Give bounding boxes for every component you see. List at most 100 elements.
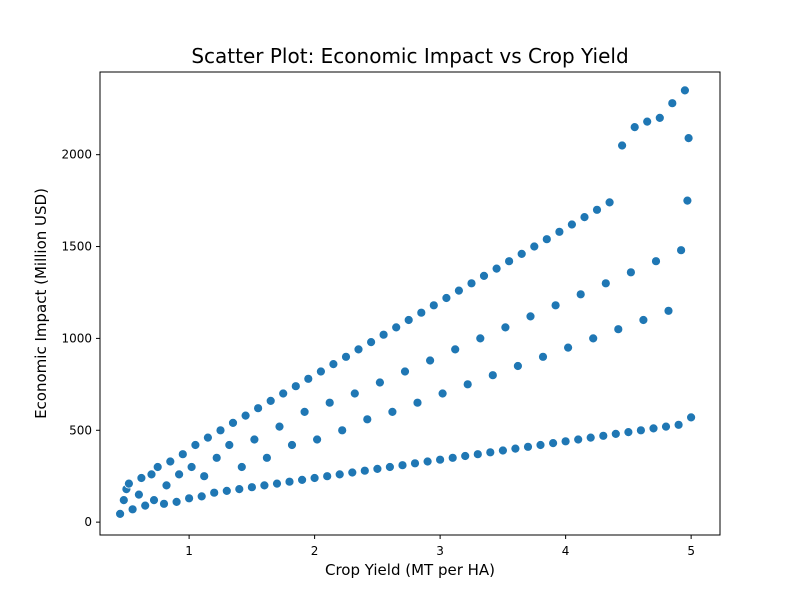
scatter-point: [349, 388, 360, 399]
scatter-point: [234, 484, 245, 495]
scatter-point: [651, 256, 661, 267]
scatter-point: [425, 355, 436, 366]
scatter-point: [648, 423, 659, 434]
scatter-point: [585, 432, 596, 443]
scatter-point: [466, 278, 477, 289]
scatter-point: [598, 430, 609, 441]
scatter-point: [322, 471, 333, 482]
scatter-point: [347, 467, 358, 478]
scatter-point: [460, 451, 471, 461]
scatter-point: [654, 113, 665, 123]
scatter-point: [303, 373, 314, 384]
scatter-point: [287, 440, 297, 450]
scatter-point: [184, 493, 195, 504]
scatter-point: [491, 263, 502, 274]
scatter-point: [297, 474, 308, 485]
scatter-point: [529, 241, 540, 252]
scatter-point: [550, 300, 561, 311]
scatter-point: [261, 452, 272, 463]
scatter-point: [199, 471, 210, 482]
scatter-point: [215, 425, 226, 436]
scatter-point: [642, 116, 653, 127]
scatter-point: [309, 473, 320, 483]
scatter-point: [636, 425, 646, 436]
scatter-point: [538, 351, 548, 362]
scatter-point: [412, 397, 423, 408]
scatter-point: [324, 397, 335, 408]
scatter-point: [560, 436, 571, 447]
scatter-point: [600, 278, 611, 289]
scatter-point: [682, 195, 693, 206]
scatter-point: [272, 478, 282, 489]
scatter-point: [246, 482, 257, 493]
y-axis-label: Economic Impact (Million USD): [32, 188, 50, 419]
scatter-point: [497, 445, 508, 456]
scatter-point: [592, 204, 602, 215]
scatter-point: [190, 440, 201, 450]
plot-area-frame: [99, 71, 721, 536]
scatter-point: [541, 234, 552, 245]
scatter-point: [573, 434, 584, 445]
scatter-point: [328, 359, 339, 370]
scatter-point: [315, 366, 326, 377]
x-axis-label: Crop Yield (MT per HA): [325, 561, 495, 579]
scatter-point: [629, 122, 640, 132]
scatter-point: [359, 465, 370, 476]
scatter-point: [140, 500, 151, 511]
scatter-point: [400, 366, 410, 377]
y-tick-label: 500: [69, 423, 92, 437]
scatter-point: [146, 469, 157, 480]
scatter-point: [626, 267, 636, 278]
x-tick-label: 4: [562, 544, 570, 558]
scatter-point: [479, 270, 489, 281]
y-tick-label: 1000: [61, 331, 92, 345]
scatter-point: [513, 361, 523, 371]
scatter-point: [676, 245, 686, 256]
scatter-point: [554, 226, 565, 237]
scatter-point: [397, 460, 408, 471]
scatter-point: [159, 498, 169, 509]
x-tick-label: 5: [687, 544, 695, 558]
scatter-point: [604, 197, 615, 208]
scatter-point: [663, 305, 674, 316]
scatter-point: [211, 452, 222, 463]
scatter-point: [450, 344, 461, 355]
scatter-point: [453, 285, 464, 296]
scatter-point: [617, 140, 627, 151]
scatter-point: [228, 417, 238, 428]
scatter-point: [563, 342, 573, 353]
scatter-point: [152, 462, 163, 472]
scatter-point: [133, 489, 144, 500]
scatter-point: [224, 440, 235, 450]
scatter-point: [209, 487, 220, 498]
scatter-point: [623, 427, 634, 438]
scatter-point: [613, 324, 624, 335]
scatter-point: [416, 307, 427, 318]
scatter-point: [462, 379, 473, 390]
scatter-point: [253, 403, 264, 414]
scatter-point: [186, 462, 197, 472]
scatter-point: [299, 406, 310, 417]
scatter-point: [127, 504, 138, 515]
scatter-point: [435, 454, 446, 465]
scatter-point: [290, 381, 301, 392]
scatter-point: [374, 377, 385, 388]
scatter-point: [236, 462, 247, 472]
scatter-point: [259, 480, 270, 491]
scatter-point: [535, 440, 546, 450]
scatter-point: [221, 485, 232, 496]
scatter-point: [588, 333, 599, 344]
scatter-point: [337, 425, 348, 436]
y-tick-label: 1500: [61, 240, 92, 254]
points-layer: [115, 85, 696, 519]
scatter-point: [312, 434, 323, 445]
scatter-point: [274, 421, 285, 432]
scatter-point: [372, 463, 383, 474]
scatter-point: [284, 476, 295, 487]
scatter-point: [510, 443, 521, 454]
x-tick-label: 3: [436, 544, 444, 558]
scatter-point: [403, 315, 414, 325]
scatter-point: [422, 456, 433, 467]
scatter-point: [149, 495, 159, 506]
